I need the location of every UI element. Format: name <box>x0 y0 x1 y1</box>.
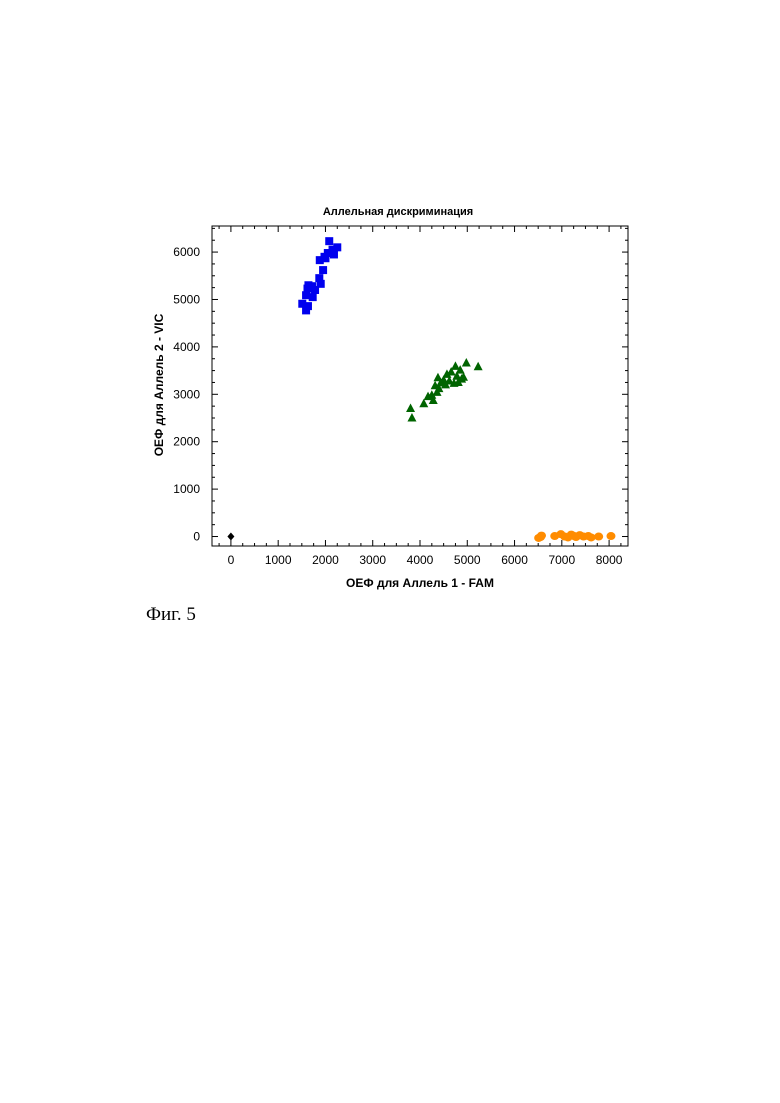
y-tick-label: 0 <box>193 530 200 544</box>
y-tick-label: 4000 <box>173 340 200 354</box>
y-tick-label: 2000 <box>173 435 200 449</box>
x-tick-label: 7000 <box>548 553 575 567</box>
x-axis-label: ОЕФ для Аллель 1 - FAM <box>346 576 494 590</box>
data-point-square <box>333 243 341 251</box>
y-tick-label: 3000 <box>173 387 200 401</box>
data-point-triangle <box>462 358 471 367</box>
x-tick-label: 8000 <box>596 553 623 567</box>
axis-ticks: 0 1000 2000 3000 4000 5000 6000 7000 8000 0 1000 20… <box>173 226 628 567</box>
data-point-circle <box>537 532 546 540</box>
y-tick-label: 1000 <box>173 482 200 496</box>
data-point-square <box>309 293 317 301</box>
x-tick-label: 4000 <box>407 553 434 567</box>
figure-caption: Фиг. 5 <box>146 604 196 626</box>
x-tick-label: 3000 <box>359 553 386 567</box>
y-tick-label: 5000 <box>173 292 200 306</box>
data-point-square <box>325 237 333 245</box>
x-tick-label: 0 <box>228 553 235 567</box>
x-tick-label: 5000 <box>454 553 481 567</box>
chart-title: Аллельная дискриминация <box>323 206 473 218</box>
plot-area-frame <box>212 226 628 546</box>
x-tick-label: 6000 <box>501 553 528 567</box>
data-point-square <box>321 254 329 262</box>
x-tick-label: 2000 <box>312 553 339 567</box>
data-point-square <box>319 266 327 274</box>
y-axis-label: ОЕФ для Аллель 2 - VIC <box>152 313 166 456</box>
data-point-triangle <box>474 362 483 371</box>
data-point-square <box>330 250 338 258</box>
data-points <box>227 237 615 542</box>
y-tick-label: 6000 <box>173 245 200 259</box>
data-point-triangle <box>406 404 415 413</box>
data-point-circle <box>594 533 603 541</box>
data-point-circle <box>587 533 596 541</box>
data-point-circle <box>606 532 615 540</box>
data-point-square <box>311 286 319 294</box>
data-point-square <box>302 306 310 314</box>
data-point-diamond <box>227 533 234 541</box>
data-point-triangle <box>407 413 416 422</box>
x-tick-label: 1000 <box>265 553 292 567</box>
